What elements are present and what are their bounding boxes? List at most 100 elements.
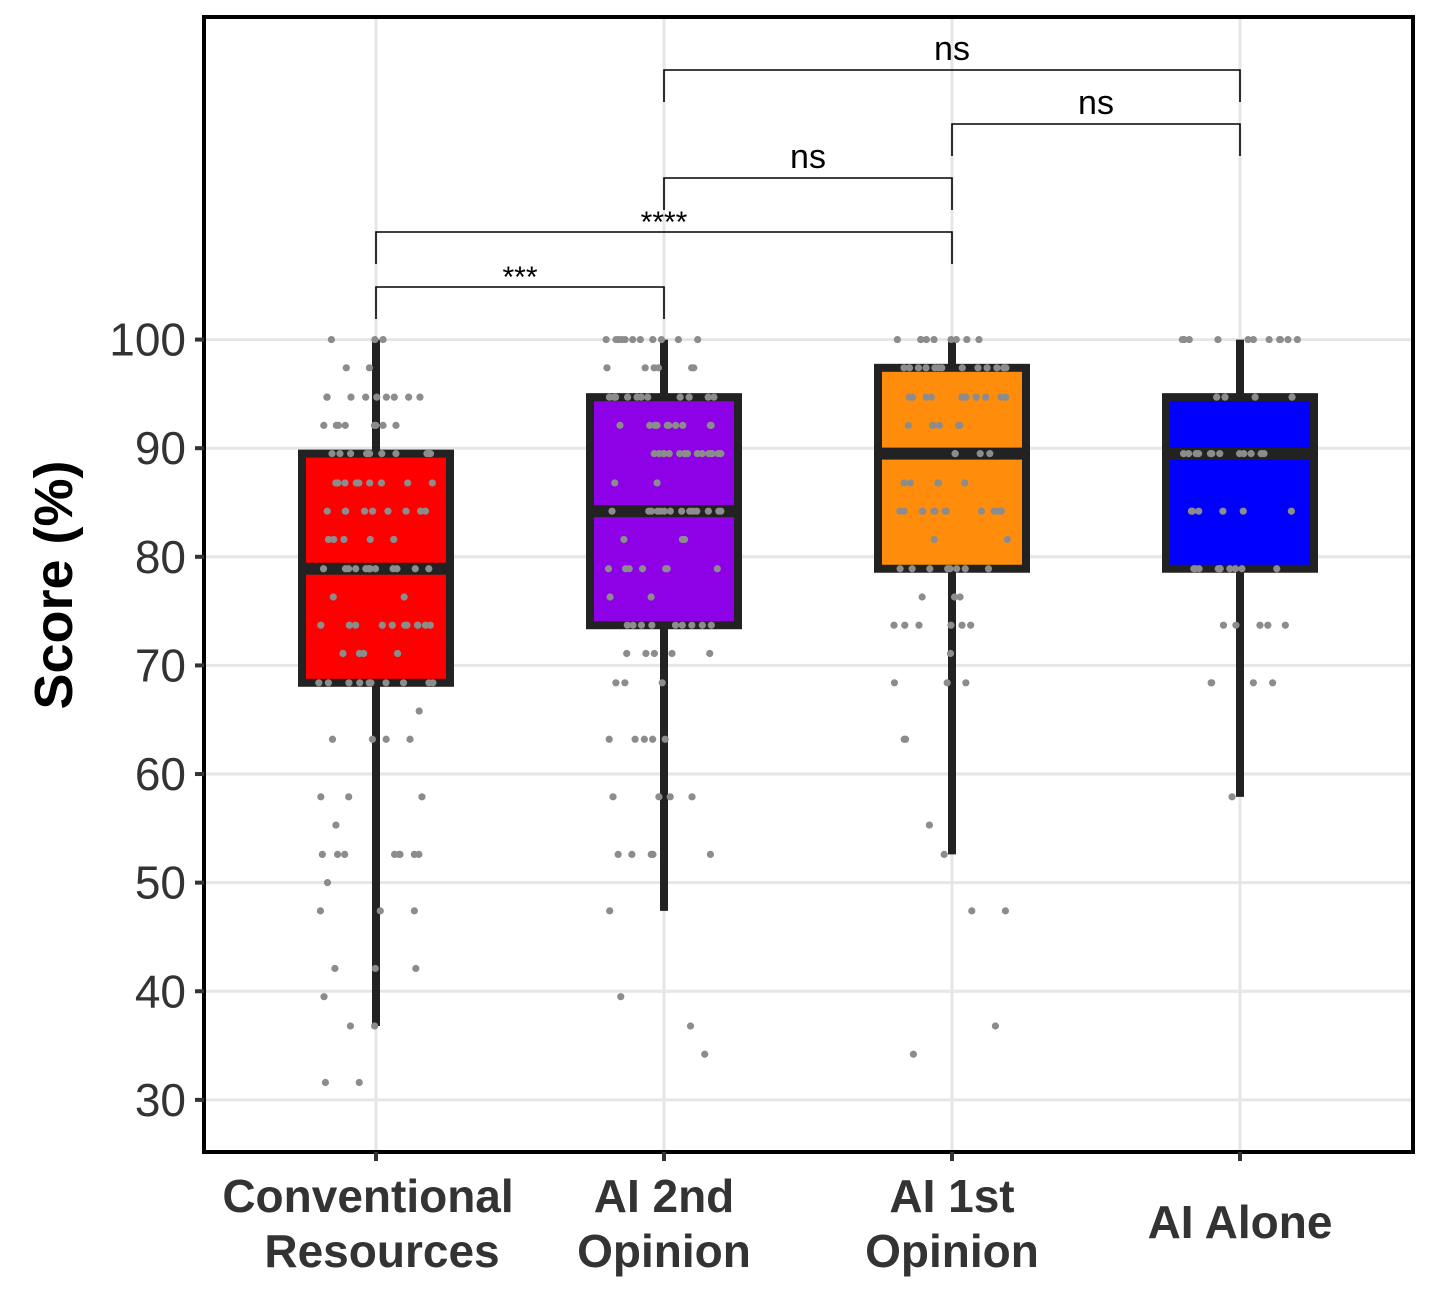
- data-point: [672, 421, 680, 429]
- data-point: [333, 850, 342, 859]
- data-point: [904, 421, 912, 429]
- data-point: [909, 1050, 917, 1058]
- data-point: [693, 507, 701, 515]
- data-point: [428, 479, 436, 487]
- data-point: [906, 479, 915, 487]
- data-point: [890, 621, 898, 629]
- data-point: [655, 793, 663, 801]
- data-point: [641, 364, 649, 372]
- data-point: [400, 593, 408, 601]
- data-point: [327, 335, 335, 344]
- data-point: [332, 821, 340, 829]
- y-tick-label: 100: [109, 314, 186, 366]
- data-point: [993, 507, 1001, 515]
- data-point: [896, 565, 904, 573]
- data-point: [717, 507, 725, 515]
- data-point: [900, 479, 908, 487]
- x-tick-label: AI 2nd: [594, 1170, 735, 1222]
- data-point: [666, 507, 674, 515]
- data-point: [661, 735, 669, 743]
- data-point: [1219, 621, 1228, 629]
- data-point: [406, 735, 414, 743]
- data-point: [345, 621, 353, 629]
- data-point: [918, 593, 926, 601]
- data-point: [900, 735, 908, 743]
- data-point: [935, 421, 943, 429]
- data-point: [1001, 907, 1010, 915]
- data-point: [1249, 679, 1257, 687]
- data-point: [378, 621, 386, 629]
- data-point: [947, 335, 955, 344]
- bracket-label: ****: [641, 206, 688, 239]
- data-point: [1281, 621, 1289, 629]
- y-tick-label: 60: [135, 748, 186, 800]
- data-point: [393, 649, 402, 658]
- data-point: [425, 565, 433, 573]
- data-point: [676, 450, 684, 458]
- data-point: [328, 735, 337, 743]
- data-point: [694, 335, 702, 344]
- data-point: [665, 450, 673, 458]
- data-point: [1208, 679, 1216, 687]
- data-point: [680, 535, 689, 544]
- data-point: [317, 621, 325, 629]
- data-point: [958, 364, 966, 372]
- data-point: [674, 335, 682, 344]
- data-point: [411, 565, 419, 573]
- data-point: [642, 649, 650, 658]
- plot-border: [202, 15, 1415, 1154]
- data-point: [365, 364, 374, 372]
- data-point: [371, 565, 380, 573]
- data-point: [929, 421, 937, 429]
- data-point: [1249, 335, 1257, 344]
- data-point: [679, 421, 687, 429]
- data-point: [376, 907, 384, 915]
- data-point: [707, 621, 715, 629]
- data-point: [698, 621, 706, 629]
- data-point: [1216, 450, 1224, 458]
- data-point: [339, 649, 347, 658]
- data-point: [1003, 535, 1011, 544]
- data-point: [329, 593, 337, 601]
- data-point: [382, 735, 390, 743]
- data-point: [368, 735, 377, 743]
- data-point: [369, 507, 377, 515]
- x-tick-label: AI 1st: [889, 1170, 1014, 1222]
- data-point: [320, 993, 328, 1001]
- y-tick-label: 40: [135, 965, 186, 1017]
- data-point: [917, 335, 925, 344]
- data-point: [662, 565, 670, 573]
- data-point: [345, 793, 353, 801]
- data-point: [623, 649, 631, 658]
- data-point: [927, 393, 935, 401]
- data-point: [666, 793, 674, 801]
- box: [874, 363, 1030, 573]
- data-point: [1190, 565, 1198, 573]
- data-point: [623, 621, 631, 629]
- box: [1162, 393, 1318, 573]
- data-point: [371, 335, 379, 344]
- data-point: [1179, 450, 1188, 458]
- data-point: [1226, 565, 1234, 573]
- data-point: [341, 507, 349, 515]
- data-point: [961, 565, 969, 573]
- data-point: [946, 649, 955, 658]
- data-point: [323, 507, 331, 515]
- data-point: [324, 535, 333, 544]
- data-point: [418, 793, 426, 801]
- data-point: [668, 649, 676, 658]
- data-point: [975, 335, 983, 344]
- data-point: [977, 507, 986, 515]
- y-tick-label: 90: [135, 422, 186, 474]
- y-tick-label: 80: [135, 531, 186, 583]
- data-point: [605, 735, 613, 743]
- data-point: [1293, 335, 1301, 344]
- data-point: [1273, 565, 1281, 573]
- data-point: [319, 565, 328, 573]
- data-point: [1244, 335, 1252, 344]
- data-point: [922, 393, 930, 401]
- data-point: [1214, 565, 1222, 573]
- data-point: [1228, 793, 1236, 801]
- data-point: [384, 507, 392, 515]
- data-point: [392, 450, 400, 458]
